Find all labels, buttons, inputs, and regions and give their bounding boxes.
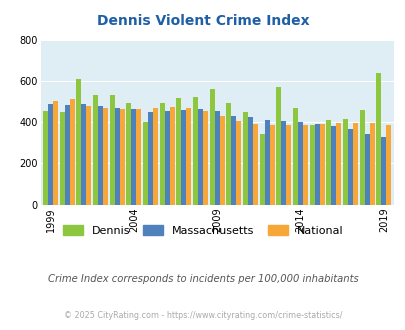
Bar: [302, 125, 307, 205]
Bar: [103, 108, 108, 205]
Bar: [65, 105, 70, 205]
Bar: [386, 125, 390, 205]
Bar: [319, 124, 324, 205]
Legend: Dennis, Massachusetts, National: Dennis, Massachusetts, National: [58, 221, 347, 240]
Bar: [314, 124, 319, 205]
Bar: [264, 120, 269, 205]
Bar: [198, 109, 202, 205]
Bar: [131, 109, 136, 205]
Bar: [380, 137, 386, 205]
Bar: [109, 95, 115, 205]
Bar: [236, 121, 241, 205]
Bar: [364, 135, 369, 205]
Text: © 2025 CityRating.com - https://www.cityrating.com/crime-statistics/: © 2025 CityRating.com - https://www.city…: [64, 311, 341, 320]
Bar: [231, 116, 236, 205]
Bar: [286, 125, 291, 205]
Bar: [342, 119, 347, 205]
Bar: [214, 111, 219, 205]
Bar: [115, 108, 119, 205]
Bar: [164, 111, 169, 205]
Bar: [43, 111, 48, 205]
Bar: [252, 124, 258, 205]
Bar: [148, 112, 153, 205]
Bar: [226, 103, 231, 205]
Bar: [297, 122, 302, 205]
Bar: [86, 106, 91, 205]
Bar: [76, 79, 81, 205]
Bar: [276, 87, 281, 205]
Bar: [169, 107, 174, 205]
Bar: [259, 135, 264, 205]
Bar: [143, 122, 148, 205]
Bar: [70, 99, 75, 205]
Bar: [326, 120, 330, 205]
Bar: [243, 112, 247, 205]
Bar: [335, 123, 341, 205]
Bar: [119, 109, 124, 205]
Bar: [281, 121, 286, 205]
Bar: [247, 117, 252, 205]
Bar: [159, 103, 164, 205]
Bar: [347, 129, 352, 205]
Bar: [81, 104, 86, 205]
Bar: [309, 125, 314, 205]
Text: Dennis Violent Crime Index: Dennis Violent Crime Index: [96, 15, 309, 28]
Bar: [219, 116, 224, 205]
Bar: [181, 110, 186, 205]
Bar: [330, 126, 335, 205]
Bar: [352, 123, 357, 205]
Bar: [292, 108, 297, 205]
Bar: [359, 110, 364, 205]
Bar: [176, 98, 181, 205]
Bar: [60, 112, 65, 205]
Bar: [202, 111, 207, 205]
Bar: [93, 95, 98, 205]
Bar: [269, 125, 274, 205]
Bar: [136, 109, 141, 205]
Bar: [192, 97, 198, 205]
Bar: [153, 108, 158, 205]
Bar: [48, 104, 53, 205]
Bar: [375, 73, 380, 205]
Text: Crime Index corresponds to incidents per 100,000 inhabitants: Crime Index corresponds to incidents per…: [47, 274, 358, 284]
Bar: [209, 89, 214, 205]
Bar: [369, 123, 374, 205]
Bar: [186, 108, 191, 205]
Bar: [98, 106, 103, 205]
Bar: [126, 103, 131, 205]
Bar: [53, 102, 58, 205]
